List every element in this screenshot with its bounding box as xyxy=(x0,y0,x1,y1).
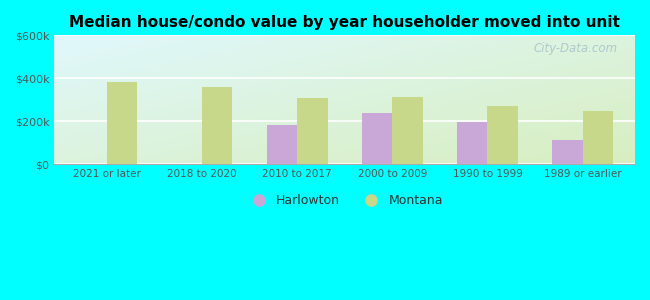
Legend: Harlowton, Montana: Harlowton, Montana xyxy=(241,189,448,212)
Bar xyxy=(107,82,137,164)
Bar xyxy=(362,113,393,164)
Bar xyxy=(393,97,422,164)
Text: City-Data.com: City-Data.com xyxy=(534,42,618,55)
Bar xyxy=(488,106,518,164)
Title: Median house/condo value by year householder moved into unit: Median house/condo value by year househo… xyxy=(70,15,620,30)
Bar xyxy=(297,98,328,164)
Bar xyxy=(457,122,488,164)
Bar xyxy=(266,125,297,164)
Bar xyxy=(202,87,233,164)
Bar xyxy=(552,140,582,164)
Bar xyxy=(582,111,613,164)
